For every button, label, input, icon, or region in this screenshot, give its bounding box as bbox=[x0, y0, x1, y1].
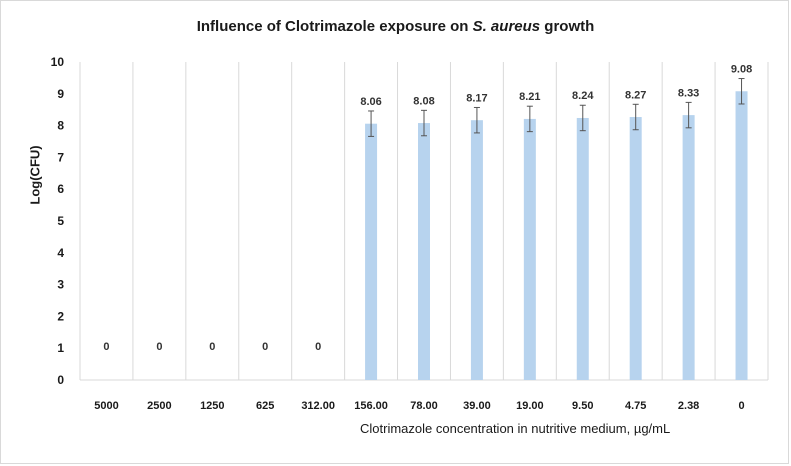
y-tick-label: 8 bbox=[57, 119, 64, 133]
data-label: 8.21 bbox=[519, 91, 540, 103]
y-tick-label: 9 bbox=[57, 87, 64, 101]
y-tick-label: 2 bbox=[57, 309, 64, 323]
bar bbox=[523, 118, 536, 380]
y-tick-label: 7 bbox=[57, 150, 64, 164]
data-label: 9.08 bbox=[731, 64, 752, 76]
x-tick-label: 39.00 bbox=[463, 400, 491, 412]
bar bbox=[735, 91, 748, 381]
x-tick-label: 156.00 bbox=[354, 400, 388, 412]
data-label: 8.17 bbox=[466, 92, 487, 104]
data-label: 0 bbox=[103, 341, 109, 353]
bar bbox=[365, 123, 378, 380]
data-label: 8.27 bbox=[625, 89, 646, 101]
y-tick-label: 4 bbox=[57, 246, 64, 260]
x-tick-label: 5000 bbox=[94, 400, 118, 412]
chart-title-main: Influence of Clotrimazole exposure on bbox=[196, 18, 473, 35]
y-tick-label: 10 bbox=[51, 55, 65, 69]
bar bbox=[418, 123, 430, 380]
bar bbox=[682, 115, 695, 380]
x-tick-label: 2500 bbox=[147, 400, 171, 412]
y-tick-label: 6 bbox=[57, 182, 64, 196]
y-tick-label: 5 bbox=[57, 214, 64, 228]
y-tick-label: 3 bbox=[57, 278, 64, 292]
x-tick-label: 312.00 bbox=[301, 400, 335, 412]
data-label: 0 bbox=[209, 341, 215, 353]
x-tick-label: 19.00 bbox=[516, 400, 544, 412]
chart-title-species: S. aureus bbox=[472, 18, 541, 35]
y-tick-label: 0 bbox=[57, 373, 64, 387]
chart-title: Influence of Clotrimazole exposure on S.… bbox=[0, 18, 791, 35]
bar bbox=[470, 120, 483, 380]
data-label: 8.24 bbox=[572, 90, 594, 102]
x-axis-label: Clotrimazole concentration in nutritive … bbox=[360, 421, 671, 436]
x-tick-label: 78.00 bbox=[410, 400, 438, 412]
x-tick-label: 0 bbox=[738, 400, 744, 412]
data-label: 0 bbox=[156, 341, 162, 353]
y-tick-label: 1 bbox=[57, 341, 64, 355]
bar bbox=[576, 117, 589, 380]
data-label: 8.33 bbox=[678, 87, 699, 99]
x-tick-label: 9.50 bbox=[572, 400, 593, 412]
x-tick-label: 625 bbox=[256, 400, 274, 412]
x-tick-label: 2.38 bbox=[678, 400, 699, 412]
data-label: 0 bbox=[262, 341, 268, 353]
data-label: 8.06 bbox=[360, 96, 381, 108]
chart-title-end: growth bbox=[540, 18, 595, 35]
data-label: 8.08 bbox=[413, 95, 434, 107]
data-label: 0 bbox=[315, 341, 321, 353]
bar bbox=[629, 117, 642, 380]
x-tick-label: 4.75 bbox=[625, 400, 646, 412]
x-tick-label: 1250 bbox=[200, 400, 224, 412]
